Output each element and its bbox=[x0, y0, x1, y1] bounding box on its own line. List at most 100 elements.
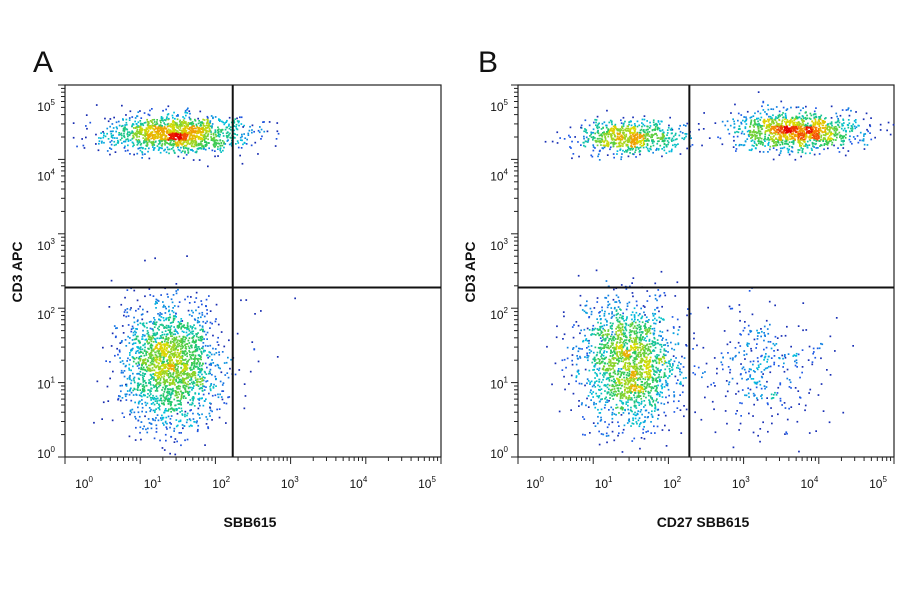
event-dot bbox=[158, 139, 160, 142]
event-dot bbox=[178, 403, 181, 406]
event-dot bbox=[146, 351, 149, 353]
event-dot bbox=[619, 148, 622, 151]
event-dot bbox=[194, 127, 196, 130]
event-dot bbox=[651, 135, 654, 137]
event-dot bbox=[207, 142, 210, 144]
event-dot bbox=[211, 359, 213, 361]
event-dot bbox=[236, 134, 239, 136]
event-dot bbox=[227, 376, 230, 379]
event-dot bbox=[153, 348, 156, 350]
event-dot bbox=[138, 364, 141, 366]
event-dot bbox=[605, 133, 608, 136]
event-dot bbox=[179, 411, 181, 413]
event-dot bbox=[787, 120, 790, 123]
event-dot bbox=[602, 127, 604, 129]
event-dot bbox=[629, 131, 632, 134]
event-dot bbox=[656, 142, 659, 145]
event-dot bbox=[119, 133, 121, 136]
event-dot bbox=[775, 124, 778, 127]
event-dot bbox=[207, 345, 209, 347]
event-dot bbox=[161, 362, 163, 365]
event-dot bbox=[149, 397, 152, 399]
event-dot bbox=[95, 133, 97, 136]
event-dot bbox=[182, 352, 184, 355]
event-dot bbox=[650, 148, 652, 151]
event-dot bbox=[149, 391, 151, 393]
event-dot bbox=[243, 124, 245, 127]
event-dot bbox=[218, 351, 220, 354]
event-dot bbox=[600, 134, 603, 137]
event-dot bbox=[158, 372, 160, 374]
event-dot bbox=[95, 143, 97, 145]
event-dot bbox=[818, 123, 820, 125]
event-dot bbox=[145, 352, 147, 354]
event-dot bbox=[602, 140, 604, 143]
event-dot bbox=[131, 408, 134, 411]
event-dot bbox=[164, 119, 167, 122]
event-dot bbox=[631, 141, 633, 144]
event-dot bbox=[192, 129, 194, 132]
event-dot bbox=[139, 322, 142, 325]
event-dot bbox=[845, 109, 848, 111]
event-dot bbox=[199, 144, 202, 146]
event-dot bbox=[126, 308, 129, 310]
event-dot bbox=[186, 255, 188, 257]
event-dot bbox=[611, 123, 613, 126]
event-dot bbox=[125, 114, 127, 116]
event-dot bbox=[179, 352, 181, 355]
event-dot bbox=[178, 140, 181, 142]
event-dot bbox=[217, 132, 220, 134]
event-dot bbox=[234, 118, 237, 120]
event-dot bbox=[207, 119, 209, 121]
event-dot bbox=[212, 347, 214, 350]
event-dot bbox=[583, 135, 585, 138]
event-dot bbox=[775, 116, 777, 118]
event-dot bbox=[176, 324, 179, 327]
event-dot bbox=[177, 145, 180, 147]
event-dot bbox=[730, 112, 732, 114]
event-dot bbox=[133, 127, 135, 129]
event-dot bbox=[159, 140, 161, 143]
event-dot bbox=[209, 125, 212, 128]
event-dot bbox=[188, 136, 191, 138]
event-dot bbox=[147, 121, 150, 123]
event-dot bbox=[674, 132, 677, 135]
event-dot bbox=[210, 131, 212, 133]
event-dot bbox=[128, 363, 131, 366]
event-dot bbox=[767, 144, 770, 146]
event-dot bbox=[139, 351, 141, 354]
event-dot bbox=[189, 134, 191, 137]
event-dot bbox=[624, 138, 626, 140]
event-dot bbox=[817, 147, 819, 149]
event-dot bbox=[185, 372, 187, 375]
event-dot bbox=[638, 124, 641, 127]
event-dot bbox=[206, 124, 208, 127]
event-dot bbox=[155, 127, 157, 130]
event-dot bbox=[619, 139, 622, 142]
event-dot bbox=[134, 120, 136, 123]
event-dot bbox=[129, 139, 132, 142]
event-dot bbox=[163, 363, 166, 366]
event-dot bbox=[260, 128, 263, 131]
event-dot bbox=[750, 140, 753, 142]
event-dot bbox=[155, 356, 157, 359]
event-dot bbox=[181, 132, 183, 134]
event-dot bbox=[151, 108, 153, 110]
event-dot bbox=[130, 387, 132, 390]
event-dot bbox=[140, 368, 142, 371]
event-dot bbox=[188, 138, 191, 141]
event-dot bbox=[817, 128, 820, 130]
event-dot bbox=[201, 389, 204, 392]
event-dot bbox=[170, 401, 172, 404]
event-dot bbox=[240, 116, 243, 119]
event-dot bbox=[606, 142, 608, 145]
event-dot bbox=[132, 142, 135, 145]
event-dot bbox=[628, 123, 630, 126]
event-dot bbox=[137, 139, 140, 141]
event-dot bbox=[172, 319, 175, 321]
event-dot bbox=[152, 329, 155, 332]
event-dot bbox=[177, 396, 179, 399]
event-dot bbox=[161, 389, 163, 391]
event-dot bbox=[155, 371, 157, 374]
event-dot bbox=[179, 380, 181, 383]
